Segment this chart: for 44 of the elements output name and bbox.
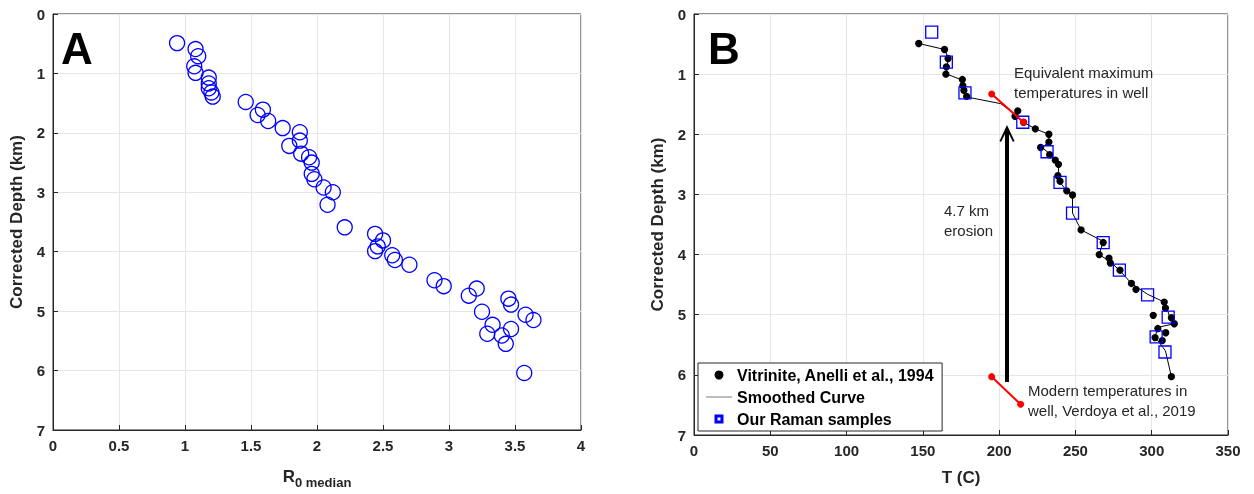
x-tick-label: 3.5 — [504, 437, 526, 454]
x-tick-label: 50 — [761, 442, 779, 459]
y-tick-label: 1 — [677, 65, 686, 83]
x-tick-label: 0 — [48, 437, 58, 454]
y-tick-label: 4 — [36, 243, 46, 261]
x-tick-label: 300 — [1139, 442, 1165, 459]
y-tick-label: 7 — [36, 421, 45, 439]
x-tick-label: 1.5 — [240, 437, 262, 454]
x-tick-label: 200 — [986, 442, 1012, 459]
y-tick-label: 3 — [36, 183, 45, 201]
x-axis-title: T (C) — [941, 468, 981, 487]
legend-label: Smoothed Curve — [737, 388, 866, 406]
y-tick-label: 5 — [36, 302, 45, 320]
y-tick-label: 0 — [677, 5, 686, 23]
y-tick-label: 4 — [677, 246, 687, 264]
x-tick-label: 250 — [1062, 442, 1088, 459]
y-tick-label: 7 — [677, 426, 686, 444]
annotation: Equivalent maximum temperatures in well — [1014, 63, 1158, 101]
x-tick-label: 150 — [910, 442, 936, 459]
x-tick-label: 2 — [312, 437, 322, 454]
y-tick-label: 3 — [677, 185, 686, 203]
x-tick-label: 0 — [689, 442, 699, 459]
x-tick-label: 100 — [834, 442, 860, 459]
annotation: 4.7 km erosion — [944, 201, 994, 239]
legend-label: Our Raman samples — [737, 410, 892, 428]
y-tick-label: 5 — [677, 306, 686, 324]
y-tick-label: 6 — [36, 362, 45, 380]
x-tick-label: 3 — [444, 437, 454, 454]
y-axis-title: Corrected Depth (km) — [7, 135, 26, 309]
x-tick-label: 2.5 — [372, 437, 394, 454]
x-tick-label: 0.5 — [108, 437, 130, 454]
y-tick-label: 2 — [36, 124, 45, 142]
x-tick-label: 1 — [180, 437, 190, 454]
y-tick-label: 1 — [36, 64, 45, 82]
x-tick-label: 350 — [1215, 442, 1241, 459]
y-axis-title: Corrected Depth (km) — [648, 137, 667, 312]
chart-title: A — [61, 23, 93, 73]
annotation: Modern temperatures in well, Verdoya et al., 2019 — [1027, 381, 1196, 419]
x-tick-label: 4 — [576, 437, 586, 454]
chart-title: B — [708, 23, 740, 73]
legend-label: Vitrinite, Anelli et al., 1994 — [737, 366, 934, 384]
y-tick-label: 2 — [677, 125, 686, 143]
y-tick-label: 0 — [36, 5, 45, 23]
y-tick-label: 6 — [677, 366, 686, 384]
